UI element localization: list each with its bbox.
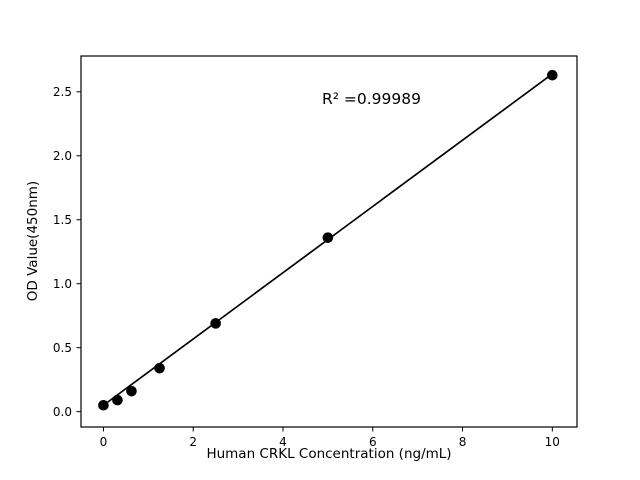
data-point: [98, 399, 109, 411]
data-point: [126, 385, 137, 397]
x-tick-label: 0: [100, 435, 108, 449]
y-axis-label: OD Value(450nm): [25, 180, 41, 302]
y-tick-label: 2.5: [53, 85, 72, 99]
plot-frame: [80, 55, 578, 428]
x-tick-label: 8: [459, 435, 467, 449]
y-tick-label: 0.0: [53, 405, 72, 419]
data-point: [112, 394, 123, 406]
y-tick-label: 2.0: [53, 149, 72, 163]
data-point: [547, 69, 558, 81]
x-tick-label: 4: [279, 435, 287, 449]
x-axis-label: Human CRKL Concentration (ng/mL): [206, 446, 452, 462]
y-tick-label: 1.0: [53, 277, 72, 291]
x-tick-label: 6: [369, 435, 377, 449]
data-point: [322, 232, 334, 243]
r-squared-annotation: R² =0.99989: [322, 90, 421, 108]
y-tick-label: 0.5: [53, 341, 72, 355]
x-tick-label: 10: [545, 435, 560, 449]
data-point: [154, 362, 165, 374]
y-tick-label: 1.5: [53, 213, 72, 227]
data-point: [210, 318, 221, 329]
x-tick-label: 2: [189, 435, 197, 449]
